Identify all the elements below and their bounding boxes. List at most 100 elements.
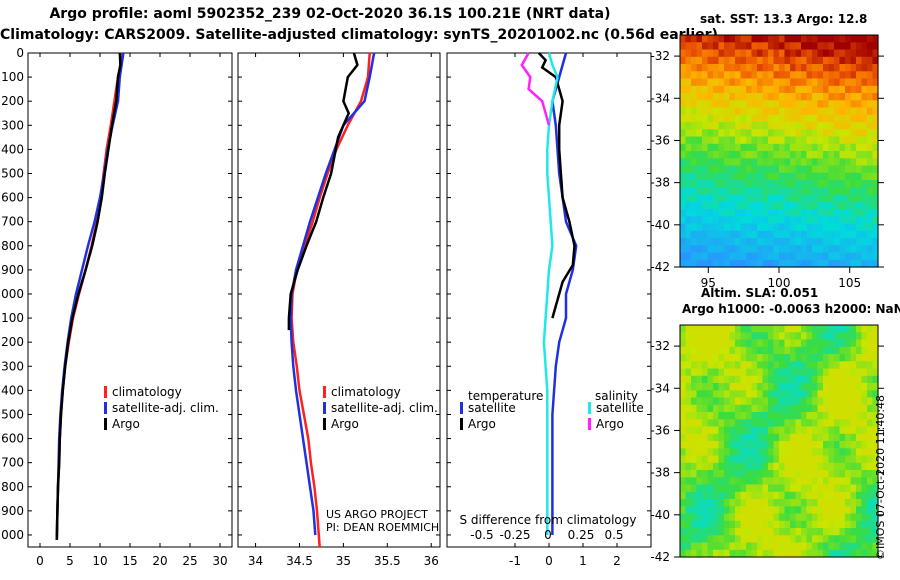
map-cell [795,361,802,370]
map-cell [707,542,714,551]
map-cell [746,216,753,225]
map-cell [718,397,725,406]
map-cell [707,426,714,435]
legend-heading-salinity: salinity [595,389,638,403]
map-cell [707,397,714,406]
map-cell [856,520,863,529]
map-cell [850,426,857,435]
map-cell [746,252,753,261]
map-cell [696,194,703,203]
map-cell [779,93,786,101]
map-cell [762,71,769,80]
map-cell [696,238,703,246]
map-cell [861,491,868,500]
map-cell [751,441,758,449]
map-cell [718,42,725,51]
map-cell [867,412,874,420]
map-cell [861,259,868,268]
map-cell [784,151,791,159]
map-cell [685,122,692,130]
map-cell [801,209,808,217]
map-cell [773,71,780,80]
map-cell [724,85,731,94]
map-cell [751,419,758,428]
map-cell [735,93,742,101]
map-cell [784,470,791,478]
map-cell [746,245,753,254]
map-cell [790,172,797,181]
map-cell [773,172,780,181]
map-cell [806,542,813,551]
map-cell [790,64,797,72]
map-cell [773,375,780,384]
map-cell [757,71,764,80]
map-cell [790,49,797,58]
map-cell [685,397,692,406]
pi-label: PI: DEAN ROEMMICH [326,521,439,534]
map-cell [790,383,797,391]
map-cell [707,42,714,51]
map-cell [729,49,736,58]
map-cell [735,441,742,449]
x-tick-label: 0 [36,554,44,568]
map-cell [784,42,791,51]
map-cell [724,201,731,210]
map-cell [845,390,852,399]
map-cell [823,143,830,152]
map-cell [696,419,703,428]
map-cell [784,252,791,261]
map-cell [740,158,747,167]
map-cell [729,542,736,551]
map-cell [773,42,780,51]
map-cell [856,129,863,138]
map-cell [861,520,868,529]
map-cell [740,361,747,370]
map-cell [817,172,824,181]
map-cell [762,100,769,109]
map-cell [729,499,736,507]
map-cell [735,520,742,529]
map-cell [861,462,868,471]
map-cell [817,383,824,391]
map-cell [801,172,808,181]
series-line-temperature-argo [537,52,576,319]
map-cell [845,223,852,232]
map-cell [867,506,874,515]
map-cell [680,143,687,152]
map-cell [823,78,830,87]
map-cell [713,129,720,138]
map-cell [812,542,819,551]
map-cell [762,419,769,428]
map-cell [867,35,874,43]
map-cell [784,499,791,507]
map-cell [850,325,857,333]
map-cell [795,528,802,536]
map-cell [757,187,764,196]
map-cell [735,259,742,268]
map-cell [713,520,720,529]
legend-label: Argo [596,417,624,431]
map-cell [839,107,846,116]
map-cell [790,93,797,101]
map-cell [729,520,736,529]
map-cell [707,100,714,109]
map-cell [861,85,868,94]
legend-swatch [460,418,463,430]
map-cell [691,339,698,348]
map-cell [856,151,863,159]
map-cell [784,64,791,72]
map-cell [817,93,824,101]
depth-tick-label: 1700 [0,456,24,470]
map-cell [751,93,758,101]
map-cell [790,209,797,217]
map-cell [746,368,753,377]
map-cell [806,201,813,210]
map-cell [702,346,709,355]
map-cell [757,172,764,181]
map-cell [784,216,791,225]
map-cell [790,201,797,210]
map-cell [702,35,709,43]
map-cell [812,187,819,196]
map-cell [713,223,720,232]
map-cell [784,528,791,536]
